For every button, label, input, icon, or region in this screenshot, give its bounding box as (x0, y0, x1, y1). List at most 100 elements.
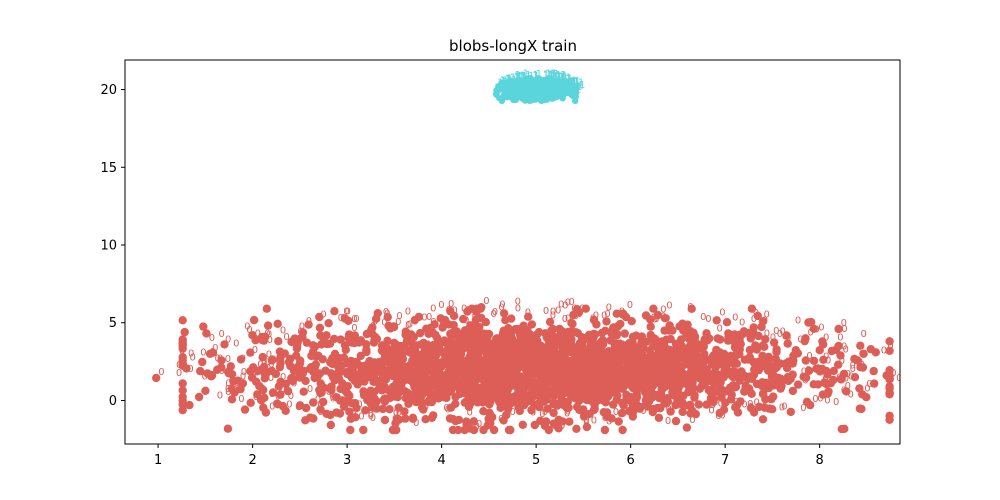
data-point (831, 345, 841, 354)
point-label: 0 (761, 402, 767, 413)
point-label: 0 (465, 305, 471, 316)
data-point (466, 378, 475, 387)
data-point (309, 398, 318, 407)
data-point (749, 408, 759, 417)
data-point (592, 320, 601, 329)
data-point (769, 338, 779, 347)
data-point (185, 400, 194, 410)
point-label: 0 (781, 401, 787, 412)
data-point (477, 313, 486, 323)
point-label: 0 (742, 330, 748, 341)
point-label: 0 (812, 394, 818, 405)
point-label: 0 (881, 345, 887, 356)
data-point (721, 398, 730, 407)
point-label: 0 (266, 330, 272, 341)
point-label: 0 (719, 411, 725, 422)
point-label: 0 (591, 415, 597, 426)
data-point (698, 369, 708, 378)
data-point (842, 387, 851, 396)
point-label: 0 (651, 404, 657, 415)
data-point (449, 311, 459, 321)
point-label: 0 (225, 335, 231, 346)
point-label: 0 (295, 334, 301, 345)
data-point (402, 389, 411, 399)
data-point (446, 363, 455, 372)
data-point (259, 403, 268, 412)
data-point (326, 420, 335, 430)
data-point (769, 372, 779, 381)
point-label: 0 (176, 368, 182, 379)
data-point (316, 405, 325, 414)
data-point (523, 354, 532, 363)
point-label: 1 (560, 73, 566, 84)
data-point (567, 318, 576, 328)
data-point (584, 330, 594, 340)
data-point (263, 321, 273, 330)
data-point (641, 373, 651, 382)
point-label: 0 (859, 349, 865, 360)
point-label: 0 (268, 373, 274, 384)
point-label: 0 (187, 364, 193, 375)
data-point (642, 357, 651, 366)
data-point (735, 373, 745, 383)
data-point (318, 355, 327, 364)
point-label: 0 (764, 310, 770, 321)
point-label: 0 (795, 316, 801, 327)
data-point (220, 340, 229, 349)
point-label: 0 (188, 348, 194, 359)
point-label: 0 (283, 332, 289, 343)
point-label: 0 (515, 304, 521, 315)
data-point (394, 403, 403, 412)
point-label: 0 (848, 372, 854, 383)
point-label: 0 (583, 415, 589, 426)
data-point (632, 393, 642, 402)
data-point (885, 415, 894, 424)
data-point (722, 318, 732, 327)
data-point (554, 424, 563, 433)
point-label: 0 (217, 390, 223, 401)
point-label: 0 (773, 326, 779, 337)
data-point (722, 358, 732, 367)
data-point (268, 388, 278, 397)
point-label: 0 (307, 384, 313, 395)
data-point (623, 365, 632, 375)
data-point (771, 354, 780, 363)
point-label: 0 (350, 409, 356, 420)
data-point (411, 356, 420, 365)
data-point (259, 385, 268, 395)
point-label: 0 (818, 322, 824, 333)
data-point (642, 391, 651, 401)
data-point (479, 336, 488, 346)
point-label: 0 (351, 314, 357, 325)
data-point (607, 414, 616, 423)
data-point (398, 349, 407, 359)
point-label: 0 (264, 358, 270, 369)
data-point (468, 334, 477, 343)
data-point (850, 373, 860, 382)
point-label: 0 (176, 360, 182, 371)
data-point (814, 364, 823, 373)
point-label: 0 (762, 316, 768, 327)
point-label: 0 (248, 364, 254, 375)
data-point (346, 414, 355, 423)
data-point (597, 360, 606, 369)
y-tick-label: 20 (100, 83, 117, 98)
point-label: 0 (179, 346, 185, 357)
point-label: 0 (225, 387, 231, 398)
data-point (276, 390, 285, 399)
point-label: 0 (813, 324, 819, 335)
data-point (491, 348, 500, 357)
point-label: 0 (441, 316, 447, 327)
data-point (719, 405, 729, 414)
point-label: 0 (565, 406, 571, 417)
data-point (330, 307, 339, 316)
data-point (373, 309, 382, 318)
point-label: 1 (575, 85, 581, 96)
data-point (679, 344, 689, 353)
point-label: 0 (666, 300, 672, 311)
data-point (677, 400, 687, 409)
data-point (249, 315, 259, 325)
data-point (356, 351, 365, 361)
data-point (394, 388, 404, 397)
